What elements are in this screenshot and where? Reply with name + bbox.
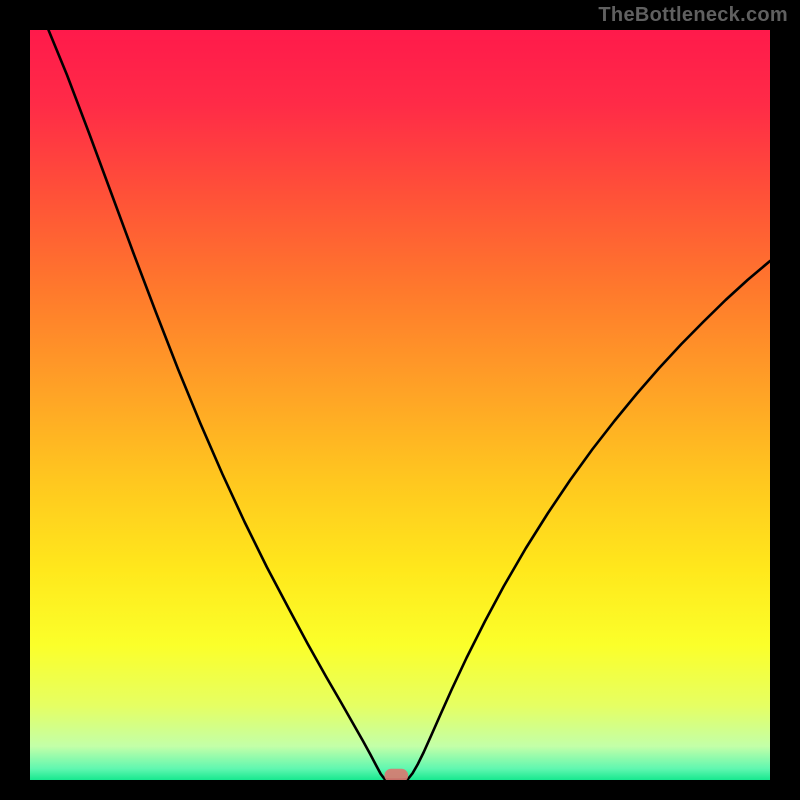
gradient-background [30, 30, 770, 780]
outer-frame: TheBottleneck.com [0, 0, 800, 800]
watermark-text: TheBottleneck.com [598, 4, 788, 27]
vertex-marker [384, 769, 408, 780]
bottleneck-chart [30, 30, 770, 780]
